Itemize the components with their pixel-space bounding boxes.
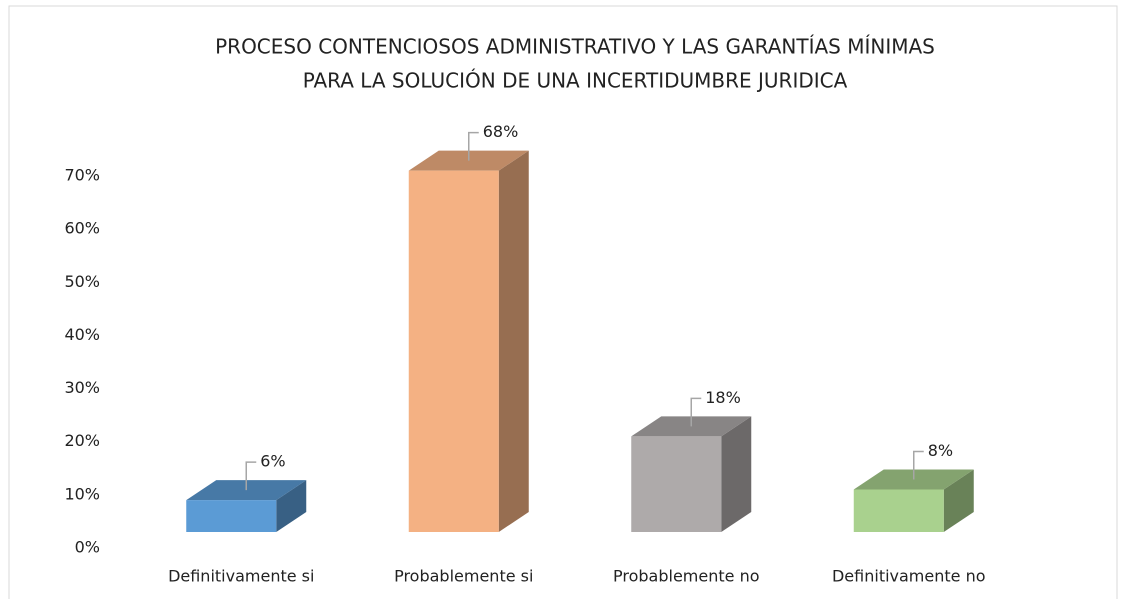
bar-side: [276, 480, 307, 532]
data-label: 8%: [928, 441, 953, 460]
leader-line: [468, 131, 479, 161]
bar-side: [721, 416, 752, 532]
bar: [408, 170, 499, 532]
chart-title: PROCESO CONTENCIOSOS ADMINISTRATIVO Y LA…: [215, 35, 935, 59]
leader-line: [913, 450, 924, 480]
y-tick-label: 60%: [64, 219, 100, 238]
bar: [853, 489, 944, 532]
data-label: 6%: [260, 452, 285, 471]
leader-line: [690, 397, 702, 427]
x-tick-label: Definitivamente no: [832, 567, 986, 586]
y-tick-label: 20%: [64, 431, 100, 450]
chart-title: PARA LA SOLUCIÓN DE UNA INCERTIDUMBRE JU…: [303, 69, 848, 93]
y-tick-label: 30%: [64, 378, 100, 397]
bar-side: [498, 150, 529, 532]
y-tick-label: 40%: [64, 325, 100, 344]
data-label: 18%: [705, 388, 741, 407]
y-tick-label: 10%: [64, 484, 100, 503]
y-tick-label: 50%: [64, 272, 100, 291]
bar: [186, 500, 277, 532]
y-tick-label: 0%: [75, 538, 100, 557]
y-tick-label: 70%: [64, 166, 100, 185]
data-label: 68%: [483, 122, 519, 141]
x-tick-label: Definitivamente si: [168, 567, 314, 586]
x-tick-label: Probablemente no: [613, 567, 760, 586]
bar-side: [943, 469, 974, 532]
leader-line: [245, 461, 257, 491]
bar: [631, 436, 722, 532]
x-tick-label: Probablemente si: [394, 567, 533, 586]
